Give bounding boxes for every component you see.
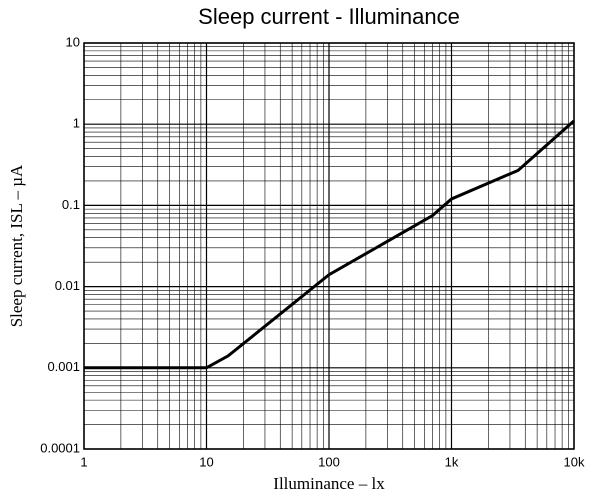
x-tick-label: 100 <box>318 454 340 469</box>
x-tick-label: 1 <box>80 454 87 469</box>
data-line <box>84 119 575 370</box>
plot-frame <box>83 42 575 450</box>
chart-title: Sleep current - Illuminance <box>198 4 460 29</box>
y-tick-label: 0.001 <box>47 359 80 374</box>
y-tick-label: 0.0001 <box>40 440 80 455</box>
x-axis-label: Illuminance – lx <box>273 474 385 493</box>
y-axis-label: Sleep current, ISL – µA <box>7 164 26 327</box>
x-tick-label: 10 <box>199 454 213 469</box>
y-tick-label: 0.1 <box>62 197 80 212</box>
y-tick-label: 0.01 <box>55 278 80 293</box>
x-tick-label: 1k <box>445 454 459 469</box>
y-tick-label: 1 <box>73 116 80 131</box>
x-tick-label: 10k <box>564 454 585 469</box>
y-tick-label: 10 <box>66 34 80 49</box>
